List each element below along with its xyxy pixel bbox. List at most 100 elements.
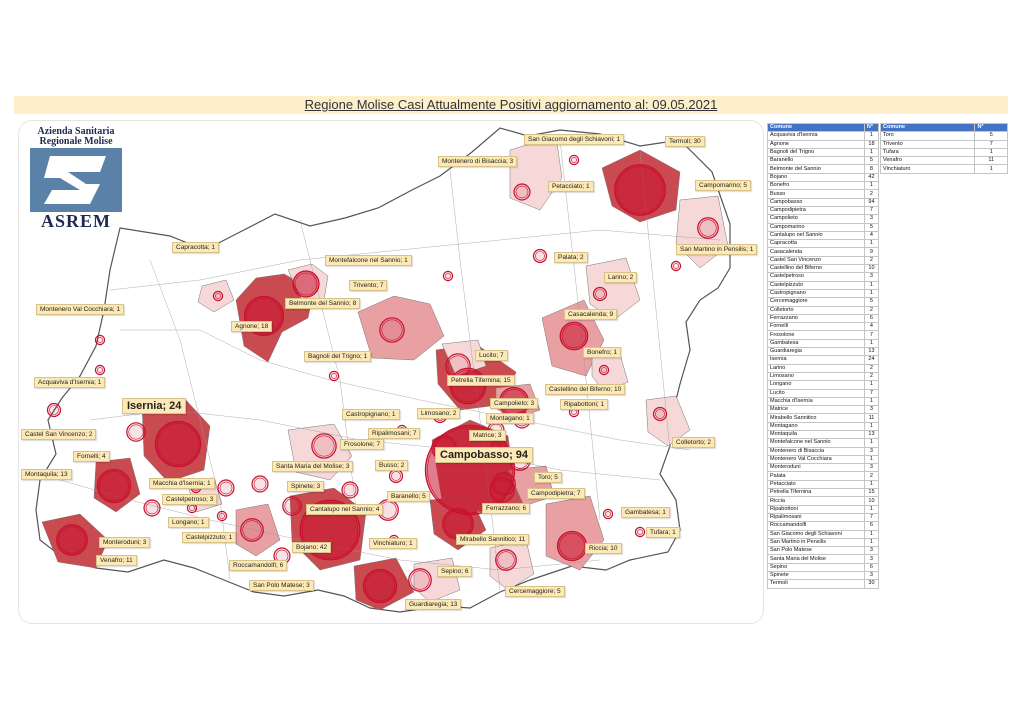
table-row: Ripabottoni 1: [767, 504, 880, 514]
table-row: Campodipietra 7: [767, 205, 880, 216]
map-label: Frosolone; 7: [340, 439, 385, 450]
case-circle: [598, 364, 610, 376]
map-label: Casacalenda; 9: [564, 309, 618, 320]
case-circle-inner: [655, 409, 665, 419]
comune-count: 2: [863, 371, 880, 382]
map-label: Busso; 2: [375, 460, 409, 471]
map-label: Limosano; 2: [417, 408, 461, 419]
comune-count: 2: [863, 189, 880, 199]
comune-count: 3: [863, 463, 880, 473]
case-circle-inner: [699, 219, 717, 237]
map-label: Santa Maria del Molise; 3: [272, 461, 354, 472]
comune-name: Santa Maria del Molise: [767, 554, 865, 564]
comune-count: 7: [863, 388, 880, 398]
comune-name: Montagano: [767, 421, 865, 432]
table-row: Matrice 3: [767, 405, 880, 415]
case-circle: [292, 270, 320, 298]
table-row: Guardiaregia 13: [767, 346, 880, 357]
table-row: Cantalupo nel Sannio 4: [767, 230, 880, 241]
comune-count: 1: [863, 338, 880, 349]
comune-name: Ferrazzano: [767, 313, 865, 324]
table-row: Busso 2: [767, 189, 880, 199]
map-label: Macchia d'Isernia; 1: [149, 478, 215, 489]
case-circle: [96, 468, 132, 504]
table-row: Ripalimosani 7: [767, 512, 880, 523]
table-row: Spinete 3: [767, 571, 880, 581]
table-row: Palata 2: [767, 471, 880, 481]
comune-count: 30: [863, 579, 880, 589]
header-n: N°: [974, 122, 1008, 133]
comune-name: Mirabello Sannitico: [767, 413, 865, 423]
comune-count: 5: [863, 222, 880, 232]
comune-name: Ripabottoni: [767, 504, 865, 514]
case-circle-inner: [601, 367, 607, 373]
comune-count: 5: [974, 131, 1008, 141]
comune-count: 94: [863, 197, 880, 207]
map-label: San Martino in Pensilis; 1: [676, 244, 758, 255]
comune-name: Isernia: [767, 355, 865, 365]
table-row: Colletorto 2: [767, 305, 880, 315]
case-circle-inner: [571, 157, 577, 163]
comune-name: Montenero Val Cocchiara: [767, 454, 865, 465]
logo-line2: Regionale Molise: [39, 136, 113, 147]
map-label: Cercemaggiore; 5: [505, 586, 565, 597]
map-label: Larino; 2: [604, 272, 638, 283]
comune-name: Belmonte del Sannio: [767, 164, 865, 174]
map-label: Montenero Val Cocchiara; 1: [36, 304, 125, 315]
comune-name: Colletorto: [767, 305, 865, 315]
comune-name: Casacalenda: [767, 247, 865, 257]
case-circle-inner: [301, 501, 359, 559]
comune-count: 2: [863, 305, 880, 315]
map-label: Venafro; 11: [96, 555, 137, 566]
comune-name: Bagnoli del Trigno: [767, 147, 865, 158]
case-circle: [94, 364, 106, 376]
case-circle-inner: [219, 481, 233, 495]
comune-count: 1: [863, 438, 880, 448]
comune-name: Capracotta: [767, 239, 865, 249]
comune-count: 1: [863, 280, 880, 290]
comune-name: Spinete: [767, 571, 865, 581]
map-label: Montefalcone nel Sannio; 1: [325, 255, 412, 266]
case-circle-inner: [605, 511, 611, 517]
case-circle-inner: [445, 273, 451, 279]
comune-name: Vinchiaturo: [879, 164, 976, 174]
case-circle: [408, 568, 432, 592]
case-circle: [311, 433, 337, 459]
map-label: San Polo Matese; 3: [249, 580, 314, 591]
map-label: Mirabello Sannitico; 11: [456, 534, 530, 545]
table-row: Castellino del Biferno 10: [767, 264, 880, 274]
comune-count: 2: [863, 363, 880, 373]
comune-name: Termoli: [767, 579, 865, 589]
map-label: Sepino; 6: [437, 566, 473, 577]
table-row: Venafro 11: [879, 156, 1008, 166]
comune-count: 18: [863, 139, 880, 149]
table-row: Casacalenda 9: [767, 247, 880, 257]
map-label: Castelpetroso; 3: [162, 494, 218, 505]
case-circle: [240, 518, 264, 542]
comune-count: 3: [863, 214, 880, 224]
map-label: Castropignano; 1: [342, 409, 400, 420]
case-circle-inner: [242, 520, 262, 540]
comune-name: Montenero di Bisaccia: [767, 446, 865, 456]
table-row: Bojano 42: [767, 172, 880, 183]
case-circle-inner: [253, 477, 267, 491]
comune-count: 24: [863, 355, 880, 365]
table-row: Isernia 24: [767, 355, 880, 365]
comune-count: 5: [863, 156, 880, 166]
asrem-emblem: [30, 148, 122, 212]
comune-name: Baranello: [767, 156, 865, 166]
case-circle: [559, 321, 589, 351]
map-label: Bagnoli del Trigno; 1: [304, 351, 372, 362]
map-label: Termoli; 30: [665, 136, 705, 147]
comune-count: 1: [863, 181, 880, 191]
map-label: Bojano; 42: [292, 542, 332, 553]
case-circle-inner: [128, 424, 144, 440]
case-circle: [328, 370, 340, 382]
map-label: San Giacomo degli Schiavoni; 1: [524, 134, 625, 145]
case-circle: [154, 420, 202, 468]
comune-name: Tufara: [879, 147, 976, 158]
case-circle: [362, 568, 398, 604]
map-label: Castellino del Biferno; 10: [545, 384, 626, 395]
case-circle: [212, 290, 224, 302]
case-circle-inner: [559, 533, 585, 559]
